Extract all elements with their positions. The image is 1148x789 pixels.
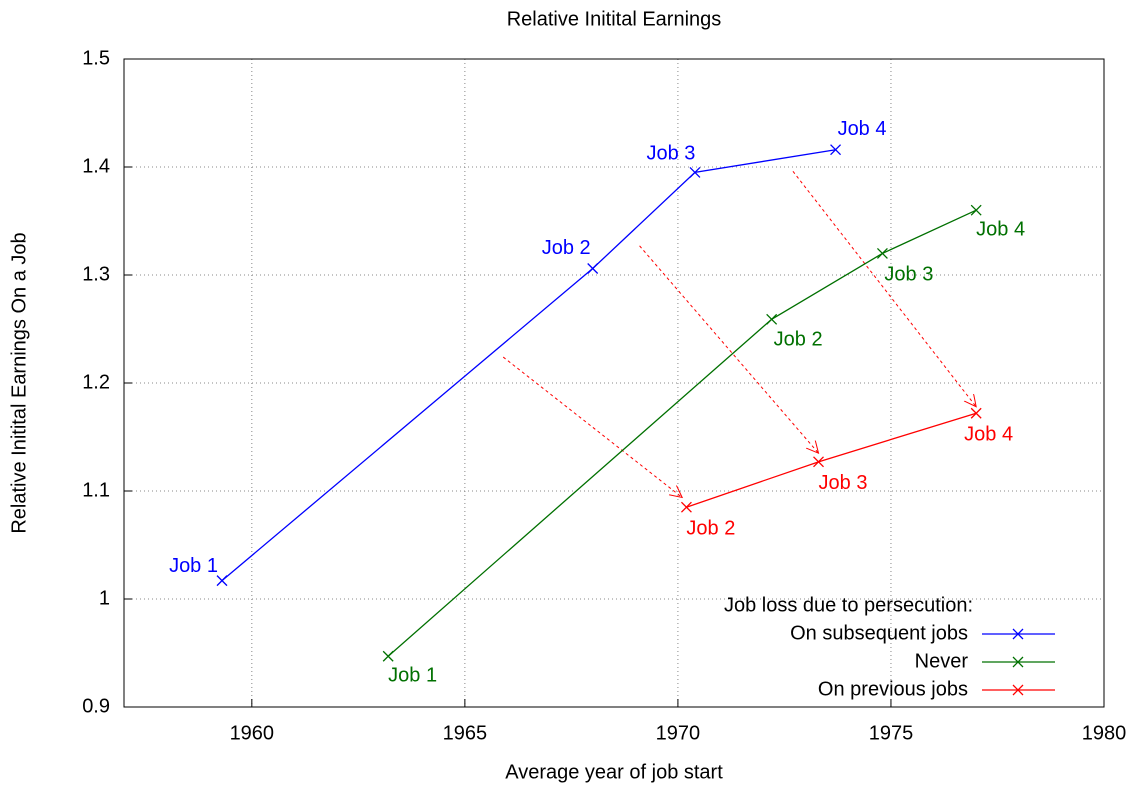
point-marker — [382, 650, 394, 662]
legend-title: Job loss due to persecution: — [724, 594, 973, 616]
plot-frame — [123, 58, 1105, 708]
x-tick-label: 1980 — [1082, 722, 1127, 744]
x-tick-label: 1970 — [656, 722, 701, 744]
annotation-arrow — [792, 171, 976, 406]
point-label: Job 3 — [646, 143, 695, 165]
point-label: Job 2 — [774, 329, 823, 351]
annotation-arrow — [639, 245, 819, 453]
point-marker — [830, 144, 842, 156]
point-marker — [970, 204, 982, 216]
y-tick-label: 1 — [99, 587, 110, 609]
y-tick-label: 1.2 — [82, 371, 110, 393]
point-label: Job 3 — [819, 472, 868, 494]
legend-marker — [1012, 628, 1024, 640]
point-label: Job 4 — [976, 218, 1025, 240]
point-marker — [876, 247, 888, 259]
legend-label: Never — [915, 650, 969, 672]
y-tick-label: 1.3 — [82, 263, 110, 285]
point-marker — [680, 501, 692, 513]
point-marker — [813, 456, 824, 468]
y-tick-label: 1.1 — [82, 479, 110, 501]
series-line — [387, 209, 977, 657]
x-tick-label: 1975 — [869, 722, 914, 744]
y-tick-label: 1.5 — [82, 47, 110, 69]
y-tick-label: 1.4 — [82, 155, 110, 177]
point-label: Job 4 — [964, 424, 1013, 446]
series-line — [221, 149, 836, 582]
legend-marker — [1012, 684, 1024, 696]
point-label: Job 2 — [686, 517, 735, 539]
point-label: Job 1 — [388, 665, 437, 687]
legend-marker — [1012, 656, 1024, 668]
point-marker — [587, 263, 599, 274]
annotation-arrow — [502, 356, 682, 497]
point-label: Job 3 — [884, 264, 933, 286]
point-label: Job 1 — [169, 555, 218, 577]
x-axis-label: Average year of job start — [505, 761, 723, 783]
legend-label: On subsequent jobs — [790, 622, 968, 644]
point-marker — [766, 313, 778, 325]
x-tick-label: 1960 — [230, 722, 275, 744]
point-marker — [216, 575, 228, 587]
legend-label: On previous jobs — [818, 678, 968, 700]
point-label: Job 4 — [838, 118, 887, 140]
point-label: Job 2 — [542, 237, 591, 259]
y-tick-label: 0.9 — [82, 695, 110, 717]
point-marker — [689, 166, 701, 178]
chart-title: Relative Initital Earnings — [507, 8, 722, 30]
point-marker — [970, 407, 982, 419]
y-axis-label: Relative Initital Earnings On a Job — [8, 232, 30, 533]
x-tick-label: 1965 — [443, 722, 488, 744]
